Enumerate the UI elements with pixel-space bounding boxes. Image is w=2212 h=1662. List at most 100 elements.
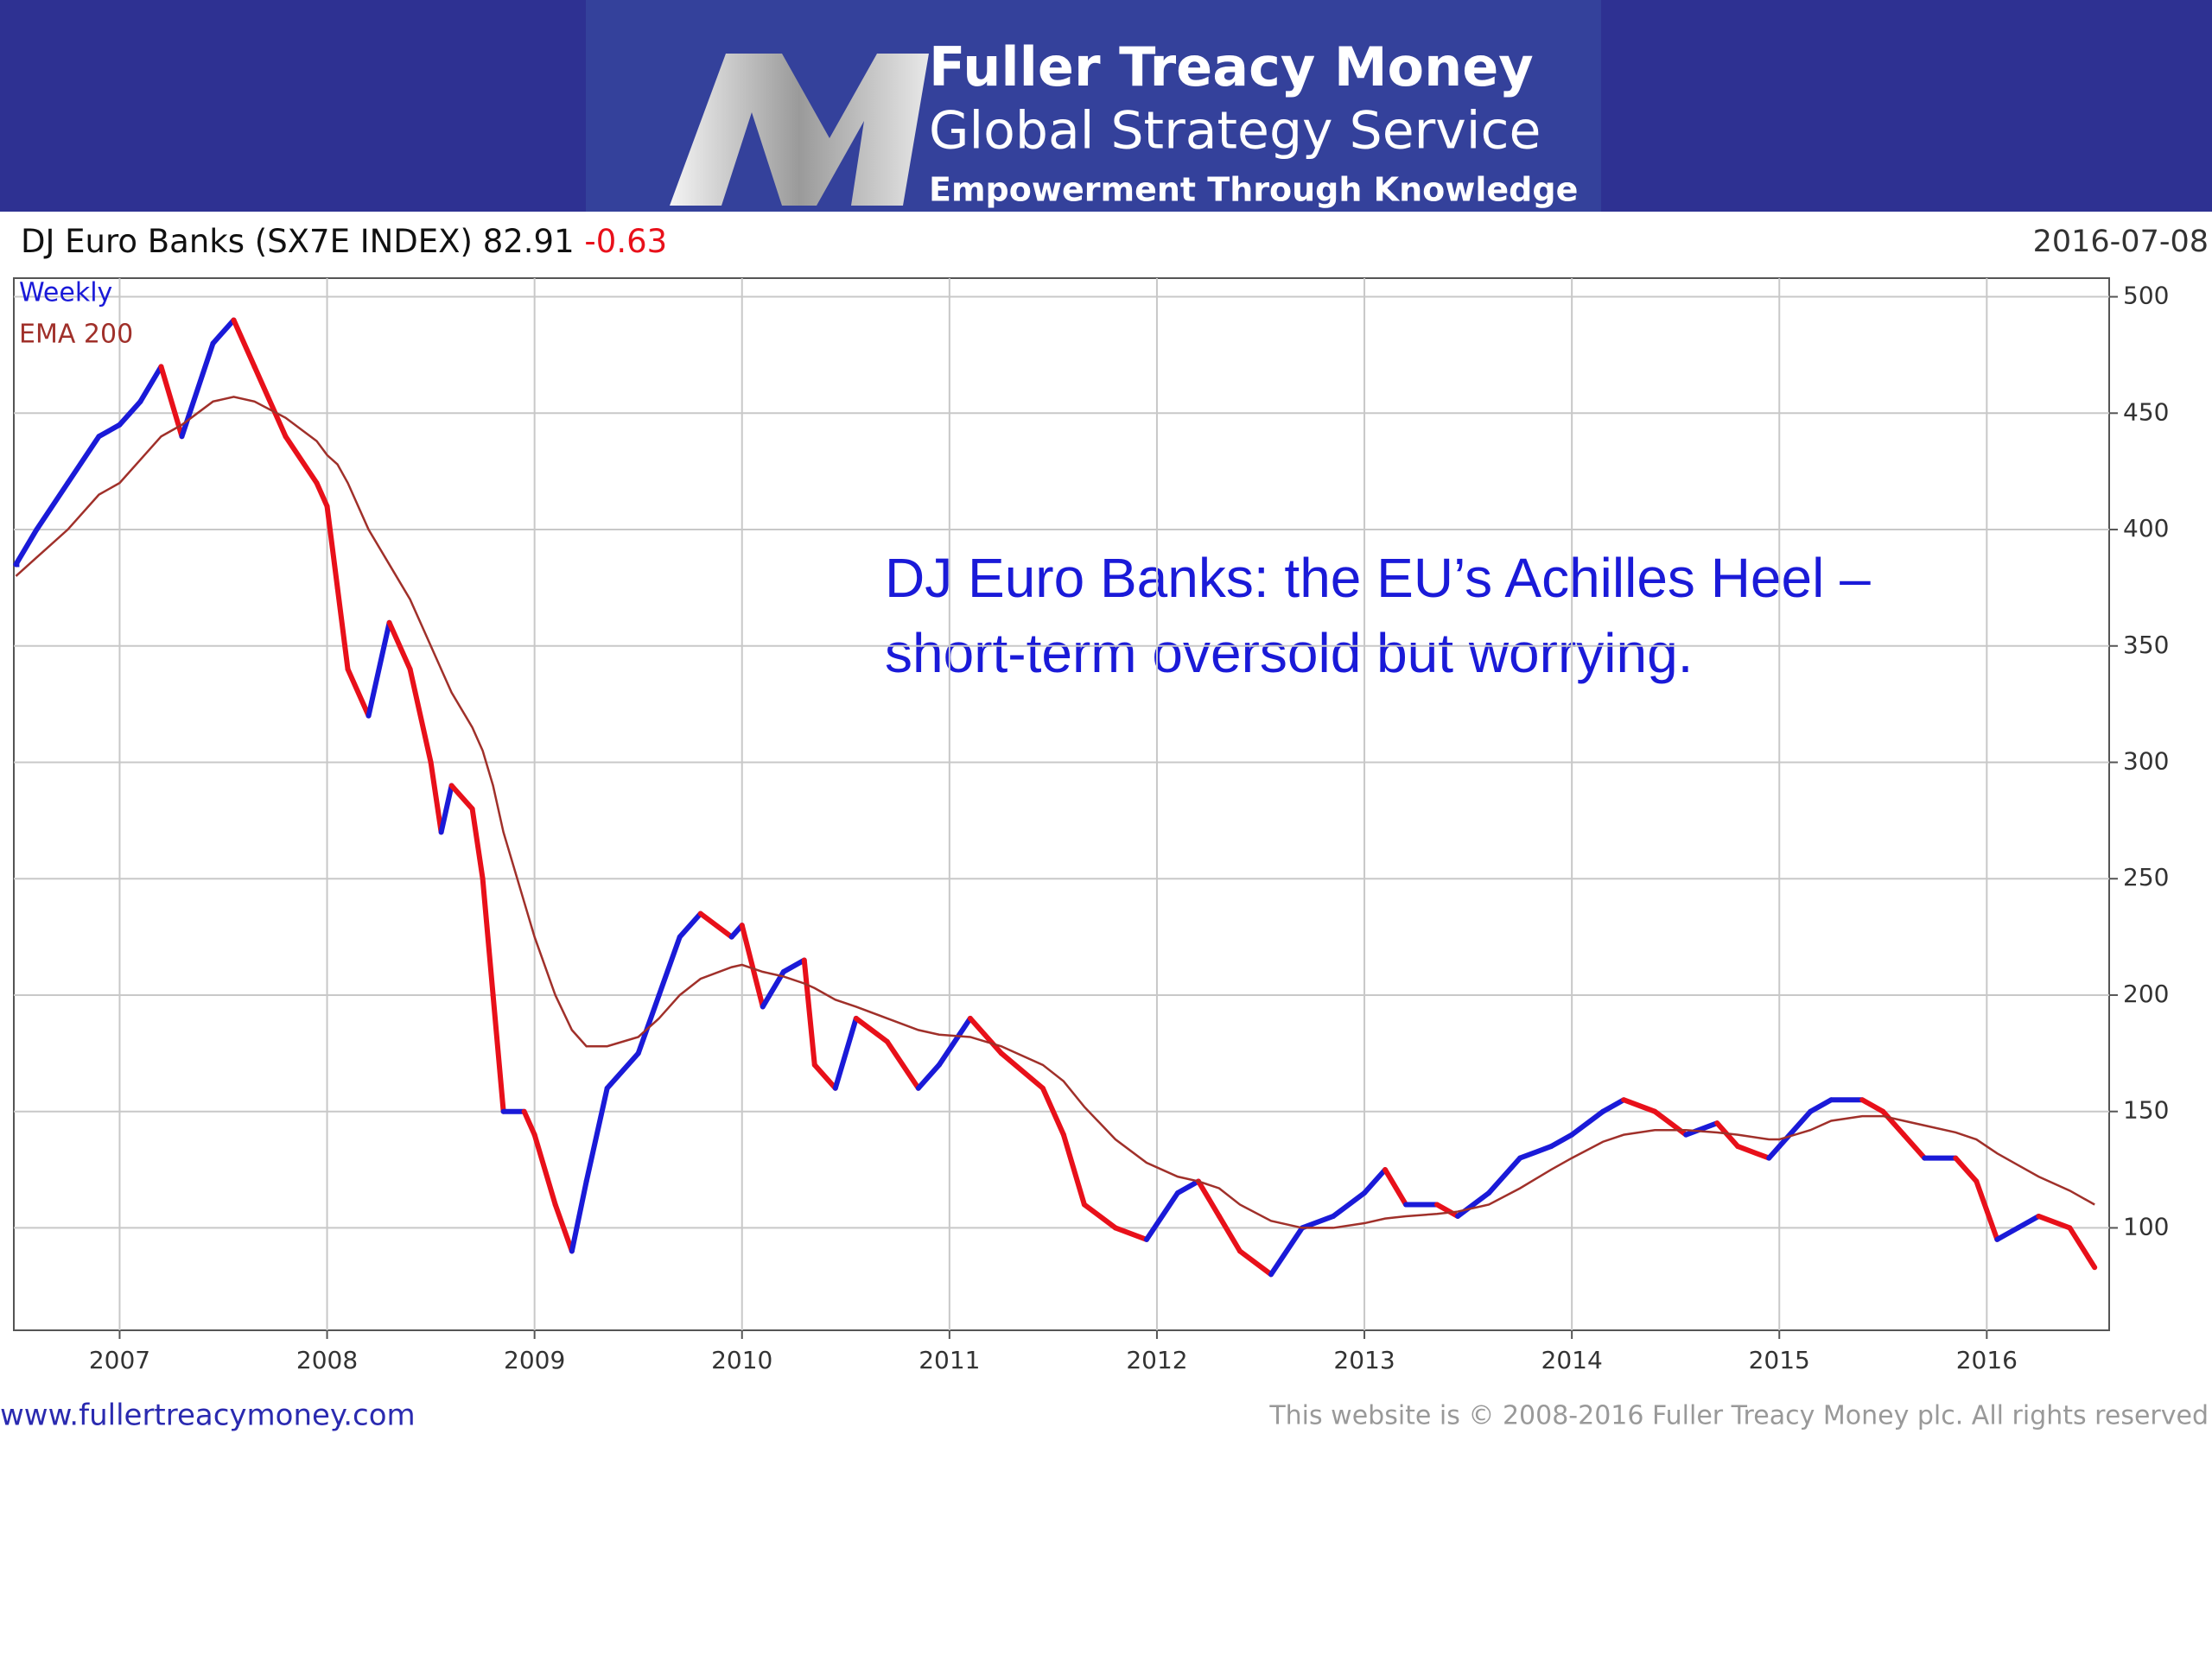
price-segment (314, 480, 330, 510)
price-segment (283, 434, 320, 486)
y-tick-label: 350 (2123, 631, 2169, 659)
price-segment (1195, 1178, 1222, 1219)
x-tick-label: 2010 (711, 1346, 772, 1374)
price-segment (438, 783, 454, 835)
price-segment (656, 934, 683, 998)
price-segment (936, 1015, 973, 1068)
price-segment (2036, 1213, 2073, 1231)
price-segment (34, 480, 71, 533)
y-tick-label: 300 (2123, 746, 2169, 775)
price-segment (915, 1062, 942, 1091)
price-segment (1174, 1178, 1201, 1196)
price-segment (552, 1202, 575, 1254)
price-segment (583, 1085, 610, 1184)
price-segment (1143, 1190, 1180, 1242)
price-segment (531, 1132, 558, 1208)
x-tick-label: 2009 (504, 1346, 565, 1374)
price-segment (1548, 1132, 1575, 1150)
plot-frame (13, 277, 2110, 1331)
price-segment (1735, 1144, 1772, 1161)
legend-entry: Weekly (19, 278, 112, 308)
price-segment (1569, 1108, 1606, 1138)
price-segment (801, 957, 817, 1068)
price-segment (998, 1050, 1046, 1091)
price-segment (1300, 1213, 1337, 1231)
price-segment (1112, 1225, 1149, 1242)
chart-date: 2016-07-08 (2033, 225, 2209, 259)
price-segment (480, 876, 496, 998)
price-segment (490, 992, 506, 1114)
x-tick-label: 2014 (1541, 1346, 1603, 1374)
price-segment (407, 666, 434, 765)
price-segment (604, 1050, 641, 1091)
banner-subtitle: Global Strategy Service (929, 101, 1541, 162)
price-segment (1268, 1225, 1306, 1278)
price-segment (334, 585, 351, 672)
last-price: 82.91 (483, 223, 575, 260)
x-tick-label: 2016 (1956, 1346, 2018, 1374)
footer-url[interactable]: www.fullertreacymoney.com (0, 1399, 416, 1433)
price-segment (158, 364, 185, 440)
price-segment (1621, 1097, 1658, 1114)
price-segment (1974, 1178, 2000, 1242)
price-segment (137, 364, 164, 404)
price-segment (832, 1015, 859, 1091)
price-segment (569, 1178, 589, 1254)
price-segment (853, 1015, 890, 1044)
x-tick-label: 2015 (1749, 1346, 1810, 1374)
y-tick-label: 200 (2123, 980, 2169, 1008)
price-segment (1859, 1097, 1886, 1114)
price-segment (635, 992, 662, 1056)
price-segment (1434, 1202, 1461, 1219)
price-segment (739, 923, 766, 1010)
price-segment (1880, 1108, 1907, 1138)
chart-title: DJ Euro Banks (SX7E INDEX) 82.91 -0.63 (21, 223, 667, 260)
price-segment (469, 806, 486, 882)
price-segment (1216, 1213, 1243, 1254)
price-segment (1486, 1155, 1523, 1196)
price-segment (1901, 1132, 1928, 1161)
price-segment (65, 434, 102, 486)
price-segment (345, 666, 372, 719)
price-segment (677, 910, 703, 940)
price-segment (2067, 1225, 2098, 1271)
price-segment (1331, 1190, 1368, 1219)
price-segment (1039, 1085, 1066, 1138)
price-segment (811, 1062, 838, 1091)
price-segment (231, 317, 257, 370)
price-segment (1683, 1120, 1720, 1138)
footer-copyright: This website is © 2008-2016 Fuller Treac… (1268, 1401, 2209, 1431)
y-tick-label: 500 (2123, 282, 2169, 310)
title-name: DJ Euro Banks (SX7E INDEX) (21, 223, 473, 260)
price-segment (1652, 1108, 1689, 1138)
price-segment (386, 619, 413, 672)
legend-entry: EMA 200 (19, 320, 133, 350)
y-tick-label: 450 (2123, 397, 2169, 426)
price-segment (251, 364, 289, 440)
price-segment (1994, 1225, 2021, 1242)
price-segment (1382, 1167, 1409, 1208)
price-segment (13, 527, 40, 568)
banner-tagline: Empowerment Through Knowledge (929, 171, 1578, 209)
price-segment (1236, 1248, 1274, 1278)
price-segment (2015, 1213, 2042, 1231)
price-segment (1517, 1144, 1554, 1161)
y-tick-label: 400 (2123, 514, 2169, 542)
annotation: DJ Euro Banks: the EU’s Achilles Heel – (885, 547, 1871, 609)
price-segment (884, 1038, 921, 1091)
y-tick-label: 100 (2123, 1212, 2169, 1240)
price-segment (428, 759, 444, 835)
price-segment (967, 1015, 1004, 1056)
price-segment (1081, 1202, 1118, 1231)
price-segment (210, 317, 237, 346)
price-segment (448, 783, 475, 812)
price-segment (1714, 1120, 1741, 1150)
price-segment (1455, 1190, 1492, 1219)
price-segment (1953, 1155, 1980, 1184)
price-segment (1362, 1167, 1389, 1196)
price-segment (697, 910, 734, 940)
x-tick-label: 2007 (89, 1346, 150, 1374)
price-segment (365, 619, 392, 719)
price-segment (1777, 1108, 1814, 1150)
